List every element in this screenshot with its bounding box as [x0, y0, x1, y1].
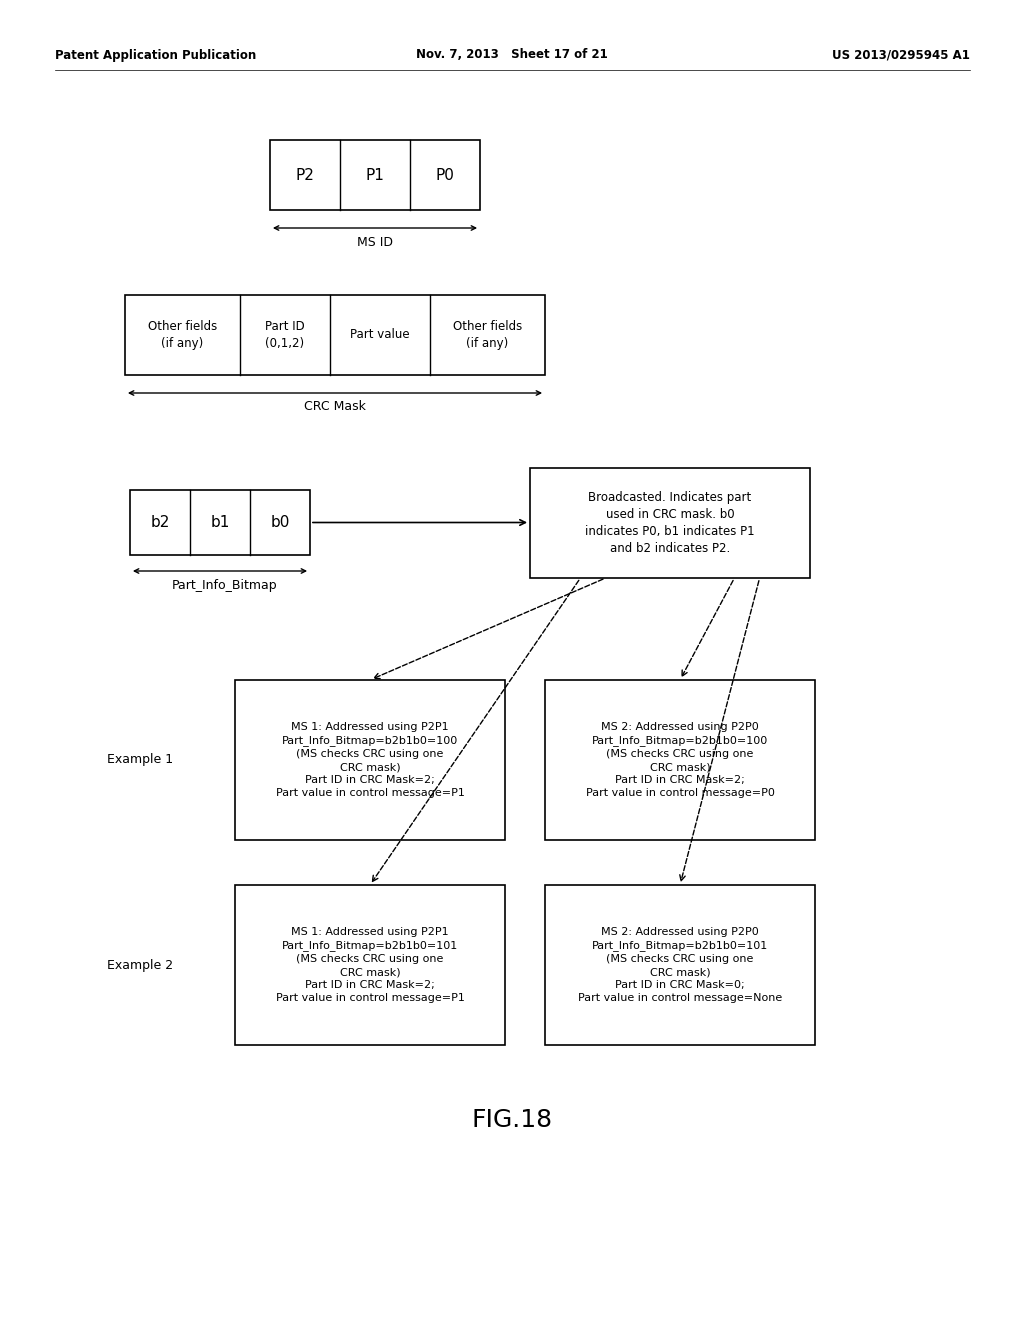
Text: MS 1: Addressed using P2P1
Part_Info_Bitmap=b2b1b0=101
(MS checks CRC using one
: MS 1: Addressed using P2P1 Part_Info_Bit… — [275, 927, 465, 1003]
Text: US 2013/0295945 A1: US 2013/0295945 A1 — [833, 49, 970, 62]
Text: FIG.18: FIG.18 — [471, 1107, 553, 1133]
Text: Part ID
(0,1,2): Part ID (0,1,2) — [265, 319, 305, 350]
Text: Part value: Part value — [350, 329, 410, 342]
Text: b1: b1 — [210, 515, 229, 531]
Text: b0: b0 — [270, 515, 290, 531]
Text: MS 2: Addressed using P2P0
Part_Info_Bitmap=b2b1b0=100
(MS checks CRC using one
: MS 2: Addressed using P2P0 Part_Info_Bit… — [586, 722, 774, 799]
Text: P0: P0 — [435, 168, 455, 182]
Text: Patent Application Publication: Patent Application Publication — [55, 49, 256, 62]
Bar — [270, 140, 480, 210]
Bar — [545, 884, 815, 1045]
Text: Example 1: Example 1 — [106, 754, 173, 767]
Text: P2: P2 — [296, 168, 314, 182]
Text: Other fields
(if any): Other fields (if any) — [147, 319, 217, 350]
Bar — [130, 490, 310, 554]
Text: MS ID: MS ID — [357, 235, 393, 248]
Bar — [530, 469, 810, 578]
Text: Nov. 7, 2013   Sheet 17 of 21: Nov. 7, 2013 Sheet 17 of 21 — [416, 49, 608, 62]
Text: Other fields
(if any): Other fields (if any) — [453, 319, 522, 350]
Text: MS 1: Addressed using P2P1
Part_Info_Bitmap=b2b1b0=100
(MS checks CRC using one
: MS 1: Addressed using P2P1 Part_Info_Bit… — [275, 722, 465, 799]
Bar — [545, 680, 815, 840]
Text: MS 2: Addressed using P2P0
Part_Info_Bitmap=b2b1b0=101
(MS checks CRC using one
: MS 2: Addressed using P2P0 Part_Info_Bit… — [578, 927, 782, 1003]
Bar — [125, 294, 545, 375]
Text: Part_Info_Bitmap: Part_Info_Bitmap — [172, 578, 278, 591]
Text: Broadcasted. Indicates part
used in CRC mask. b0
indicates P0, b1 indicates P1
a: Broadcasted. Indicates part used in CRC … — [585, 491, 755, 554]
Bar — [234, 884, 505, 1045]
Text: P1: P1 — [366, 168, 384, 182]
Bar — [234, 680, 505, 840]
Text: b2: b2 — [151, 515, 170, 531]
Text: CRC Mask: CRC Mask — [304, 400, 366, 413]
Text: Example 2: Example 2 — [106, 958, 173, 972]
